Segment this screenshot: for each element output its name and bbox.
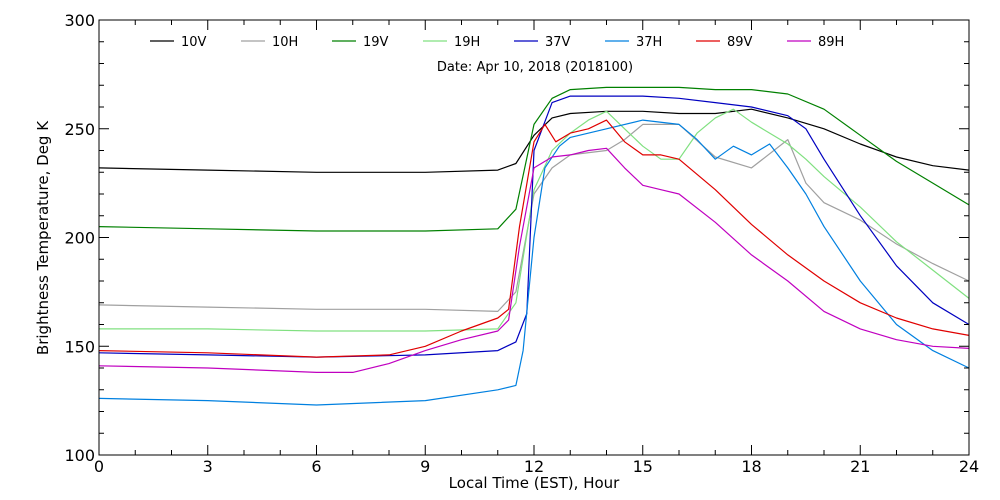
series-line-89v (98, 119, 970, 358)
date-annotation: Date: Apr 10, 2018 (2018100) (437, 60, 633, 75)
tick-labels: 0 3 6 9 12 15 18 21 24 100 150 200 250 300 (64, 11, 979, 476)
x-tick-label: 3 (203, 457, 213, 476)
y-tick-label: 150 (64, 337, 95, 356)
y-tick-label: 250 (64, 120, 95, 139)
x-tick-label: 18 (741, 457, 761, 476)
legend-label-89v: 89V (727, 35, 753, 50)
y-tick-label: 200 (64, 229, 95, 248)
x-tick-label: 6 (311, 457, 321, 476)
legend-label-10v: 10V (181, 35, 207, 50)
series-line-10h (98, 123, 970, 312)
legend-label-89h: 89H (818, 35, 844, 50)
axis-ticks (98, 19, 970, 456)
series-line-37h (98, 119, 970, 406)
x-tick-label: 21 (850, 457, 870, 476)
legend-label-19h: 19H (454, 35, 480, 50)
series-line-19h (99, 108, 970, 332)
y-tick-label: 300 (64, 11, 95, 30)
legend-label-10h: 10H (272, 35, 298, 50)
series-line-37v (98, 95, 970, 358)
x-tick-label: 0 (94, 457, 104, 476)
series-line-19v (98, 86, 970, 232)
x-tick-label: 9 (420, 457, 430, 476)
series-line-89h (98, 147, 970, 373)
legend-label-37v: 37V (545, 35, 571, 50)
x-tick-label: 12 (524, 457, 544, 476)
legend: 10V 10H 19V 19H 37V 37H 89V 89H (150, 35, 844, 50)
legend-label-19v: 19V (363, 35, 389, 50)
series-lines (98, 86, 970, 406)
x-tick-label: 24 (959, 457, 979, 476)
x-tick-label: 15 (633, 457, 653, 476)
y-axis-label: Brightness Temperature, Deg K (34, 120, 52, 355)
legend-label-37h: 37H (636, 35, 662, 50)
x-axis-label: Local Time (EST), Hour (449, 474, 620, 492)
y-tick-label: 100 (64, 446, 95, 465)
series-line-10v (98, 108, 970, 173)
